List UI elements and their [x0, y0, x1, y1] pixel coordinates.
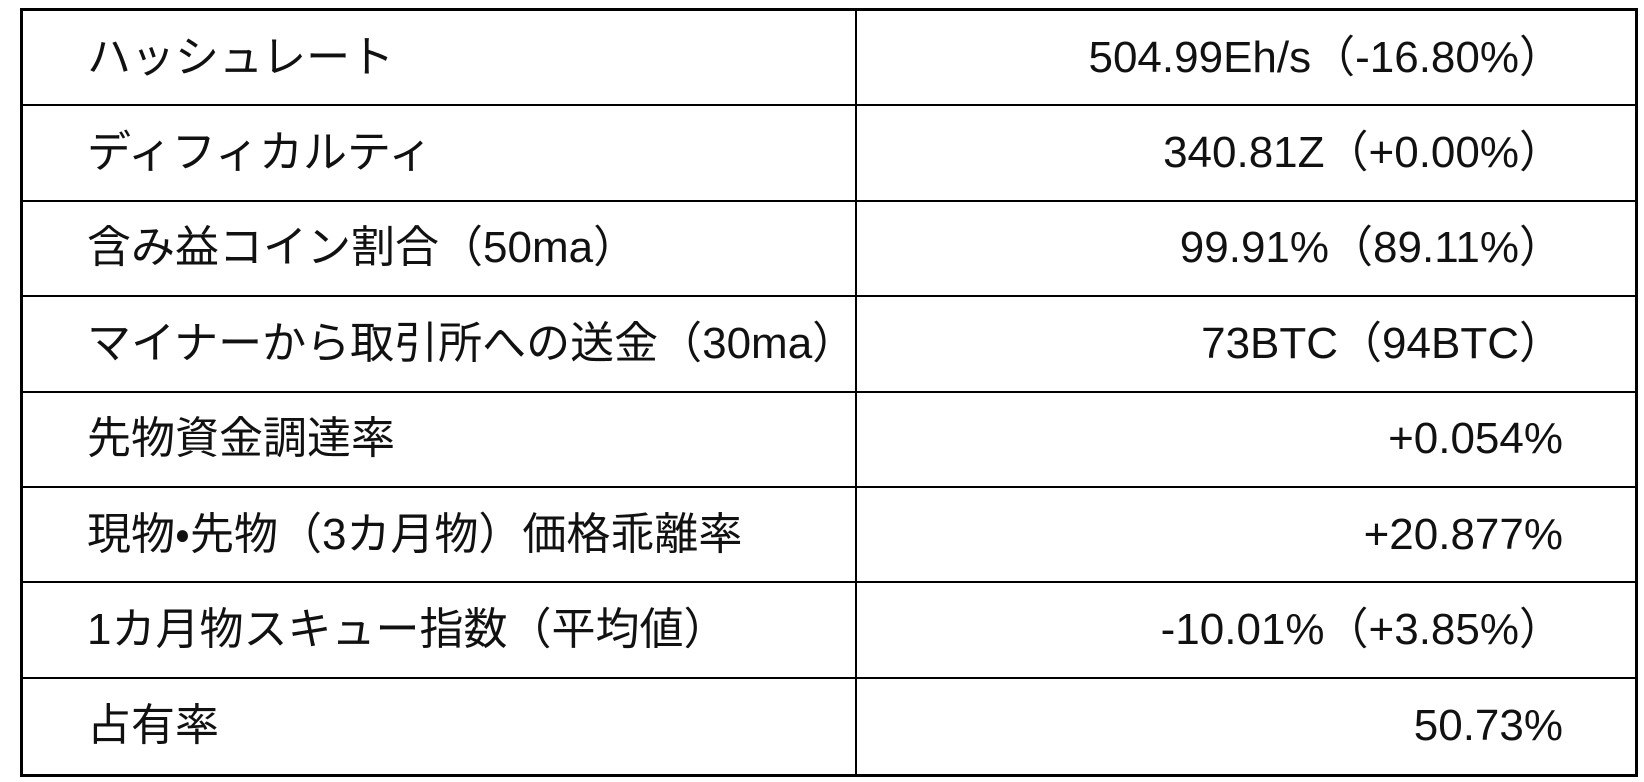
metric-label: 占有率	[87, 701, 219, 751]
metric-value: -10.01%（+3.85%）	[855, 583, 1635, 677]
metric-label: ハッシュレート	[87, 32, 395, 82]
metric-value: 50.73%	[855, 678, 1635, 774]
metric-label: マイナーから取引所への送金（30ma）	[87, 318, 855, 368]
table-row-difficulty: ディフィカルティ 340.81Z（+0.00%）	[23, 106, 1635, 202]
metric-label: 1カ月物スキュー指数（平均値）	[87, 604, 728, 654]
metrics-table: ハッシュレート 504.99Eh/s（-16.80%） ディフィカルティ 340…	[20, 8, 1638, 777]
table-row-spot-futures-basis: 現物・先物（3カ月物）価格乖離率 +20.877%	[23, 487, 1635, 584]
table-row-skew-index: 1カ月物スキュー指数（平均値） -10.01%（+3.85%）	[23, 583, 1635, 679]
metric-label: 先物資金調達率	[87, 414, 395, 464]
metric-value: +0.054%	[855, 392, 1635, 486]
metric-label: ディフィカルティ	[87, 128, 433, 178]
metric-label: 現物・先物（3カ月物）価格乖離率	[87, 509, 743, 559]
metric-label: 含み益コイン割合（50ma）	[87, 223, 638, 273]
table-row-profit-coin-ratio: 含み益コイン割合（50ma） 99.91%（89.11%）	[23, 201, 1635, 298]
table-row-hashrate: ハッシュレート 504.99Eh/s（-16.80%）	[23, 11, 1635, 107]
metric-value: 73BTC（94BTC）	[855, 297, 1635, 391]
metric-value: 340.81Z（+0.00%）	[855, 106, 1635, 200]
table-row-dominance: 占有率 50.73%	[23, 678, 1635, 774]
table-row-funding-rate: 先物資金調達率 +0.054%	[23, 392, 1635, 488]
metric-value: +20.877%	[855, 487, 1635, 582]
metric-value: 99.91%（89.11%）	[855, 201, 1635, 296]
metric-value: 504.99Eh/s（-16.80%）	[855, 11, 1635, 105]
table-row-miner-to-exchange: マイナーから取引所への送金（30ma） 73BTC（94BTC）	[23, 297, 1635, 393]
